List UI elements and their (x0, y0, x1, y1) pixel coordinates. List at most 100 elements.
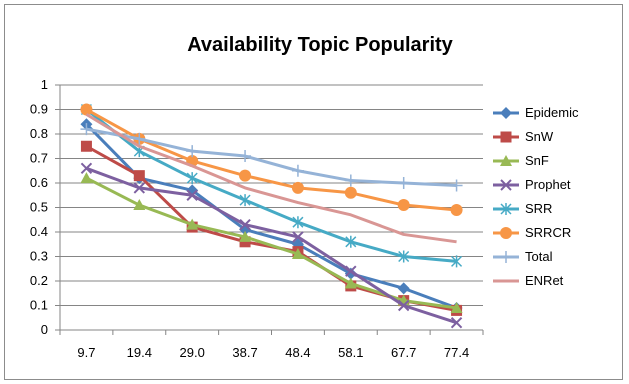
series-epidemic (80, 118, 463, 314)
y-tick-label: 0.5 (30, 200, 48, 215)
data-point (397, 199, 410, 212)
data-point (239, 218, 251, 231)
axis-layer: 0 0.1 0.2 0.3 0.4 0.5 0.6 0.7 0.8 0.9 1 9.7 19.4 29.0… (30, 77, 484, 360)
legend-marker (500, 227, 512, 239)
legend-label: Epidemic (525, 105, 579, 120)
data-point (133, 132, 146, 145)
legend-marker (500, 251, 512, 263)
x-tick-label: 48.4 (285, 345, 310, 360)
data-point (345, 265, 357, 277)
series-line (86, 127, 457, 187)
y-tick-label: 1 (41, 77, 48, 92)
data-point (186, 218, 199, 230)
data-point (80, 123, 93, 136)
legend-label: Total (525, 249, 553, 264)
series-layer (80, 103, 463, 329)
data-point (133, 182, 146, 194)
data-point (397, 299, 410, 312)
series-enret (85, 113, 457, 244)
data-point (133, 199, 146, 211)
legend-item: Prophet (493, 177, 571, 192)
data-point (451, 255, 463, 268)
series-line (85, 176, 457, 310)
legend-label: SnW (525, 129, 554, 144)
data-point (450, 316, 463, 329)
chart-title: Availability Topic Popularity (187, 34, 453, 56)
data-point (292, 231, 304, 243)
legend-marker (500, 155, 512, 166)
x-tick-label: 77.4 (444, 345, 469, 360)
data-point (239, 169, 252, 182)
data-point (239, 150, 252, 163)
legend-marker (500, 107, 512, 119)
series-line (85, 108, 457, 263)
series-line (85, 108, 457, 212)
series-srr (80, 103, 463, 268)
x-tick-label: 29.0 (180, 345, 205, 360)
legend-label: SnF (525, 153, 549, 168)
legend-item: SRR (493, 201, 552, 216)
data-point (186, 189, 198, 201)
y-tick-label: 0.2 (30, 273, 48, 288)
y-tick-label: 0.9 (30, 102, 48, 117)
data-point (450, 301, 463, 313)
legend-marker (500, 203, 512, 215)
legend-item: SnF (493, 153, 549, 168)
legend-item: Total (493, 249, 553, 264)
data-point (291, 164, 304, 177)
data-point (344, 174, 357, 187)
chart-frame: Availability Topic Popularity 0 0.1 0.2 0.3… (4, 4, 623, 380)
y-tick-label: 0.3 (30, 249, 48, 264)
data-point (80, 140, 92, 152)
data-point (450, 179, 463, 192)
data-point (344, 277, 357, 289)
legend-marker (500, 179, 512, 191)
line-chart: Availability Topic Popularity 0 0.1 0.2 0.3… (30, 34, 579, 360)
data-point (80, 162, 93, 175)
y-tick-label: 0.7 (30, 151, 48, 166)
series-srrcr (80, 103, 463, 216)
series-line (85, 113, 457, 244)
legend: Epidemic SnW SnF Prophet SRR SRRCR Total ENRet (493, 105, 579, 288)
legend-label: Prophet (525, 177, 571, 192)
x-tick-label: 9.7 (77, 345, 95, 360)
data-point (344, 186, 357, 199)
y-tick-label: 0.1 (30, 298, 48, 313)
series-prophet (80, 162, 463, 329)
x-tick-label: 38.7 (232, 345, 257, 360)
data-point (239, 194, 251, 207)
data-point (291, 248, 304, 260)
data-point (133, 170, 145, 182)
series-line (85, 166, 458, 325)
legend-item: Epidemic (493, 105, 579, 120)
legend-label: SRRCR (525, 225, 571, 240)
data-point (397, 177, 410, 189)
legend-label: ENRet (525, 273, 564, 288)
y-tick-label: 0.4 (30, 224, 48, 239)
x-tick-label: 67.7 (391, 345, 416, 360)
data-point (398, 250, 410, 263)
data-point (292, 216, 304, 229)
legend-marker (500, 131, 512, 143)
data-point (345, 235, 357, 248)
legend-item: ENRet (493, 273, 564, 288)
series-total (80, 123, 463, 192)
data-point (397, 282, 410, 295)
data-point (186, 145, 199, 158)
y-tick-label: 0.8 (30, 126, 48, 141)
series-snf (80, 172, 463, 313)
x-tick-label: 58.1 (338, 345, 363, 360)
data-point (186, 172, 198, 185)
x-tick-label: 19.4 (127, 345, 152, 360)
y-tick-label: 0.6 (30, 175, 48, 190)
data-point (239, 230, 252, 242)
data-point (291, 181, 304, 194)
legend-label: SRR (525, 201, 552, 216)
legend-item: SnW (493, 129, 554, 144)
series-line (85, 123, 458, 310)
legend-item: SRRCR (493, 225, 571, 240)
data-point (80, 103, 93, 116)
data-point (450, 203, 463, 216)
data-point (80, 172, 93, 184)
y-tick-label: 0 (41, 322, 48, 337)
